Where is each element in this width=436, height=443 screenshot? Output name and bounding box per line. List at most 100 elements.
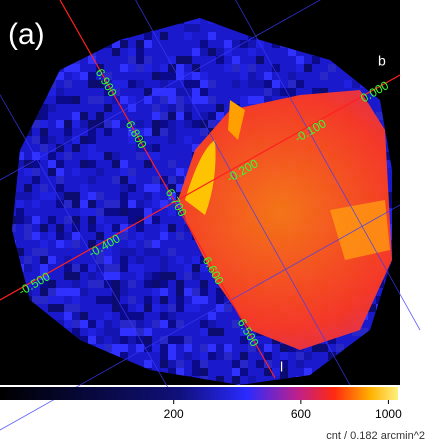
- pixel: [56, 160, 64, 168]
- pixel: [128, 96, 136, 104]
- pixel: [72, 72, 80, 80]
- pixel: [200, 296, 208, 304]
- pixel: [224, 64, 232, 72]
- pixel: [88, 144, 96, 152]
- pixel: [112, 48, 120, 56]
- pixel: [200, 48, 208, 56]
- pixel: [64, 304, 72, 312]
- pixel: [96, 248, 104, 256]
- pixel: [72, 304, 80, 312]
- pixel: [80, 72, 88, 80]
- pixel: [160, 320, 168, 328]
- pixel: [24, 232, 32, 240]
- pixel: [384, 160, 392, 168]
- pixel: [24, 216, 32, 224]
- pixel: [240, 96, 248, 104]
- pixel: [152, 120, 160, 128]
- pixel: [72, 112, 80, 120]
- pixel: [64, 288, 72, 296]
- pixel: [96, 336, 104, 344]
- pixel: [56, 288, 64, 296]
- pixel: [64, 136, 72, 144]
- pixel: [280, 360, 288, 368]
- pixel: [136, 224, 144, 232]
- pixel: [40, 256, 48, 264]
- pixel: [136, 144, 144, 152]
- pixel: [96, 80, 104, 88]
- pixel: [176, 280, 184, 288]
- pixel: [152, 216, 160, 224]
- pixel: [88, 128, 96, 136]
- pixel: [192, 88, 200, 96]
- pixel: [72, 328, 80, 336]
- pixel: [320, 344, 328, 352]
- pixel: [48, 192, 56, 200]
- pixel: [56, 88, 64, 96]
- pixel: [104, 232, 112, 240]
- pixel: [264, 80, 272, 88]
- pixel: [144, 280, 152, 288]
- pixel: [168, 312, 176, 320]
- pixel: [120, 208, 128, 216]
- pixel: [184, 32, 192, 40]
- pixel: [48, 104, 56, 112]
- pixel: [128, 104, 136, 112]
- pixel: [40, 184, 48, 192]
- pixel: [144, 216, 152, 224]
- pixel: [80, 208, 88, 216]
- pixel: [184, 24, 192, 32]
- pixel: [184, 72, 192, 80]
- pixel: [288, 88, 296, 96]
- pixel: [112, 152, 120, 160]
- pixel: [216, 112, 224, 120]
- pixel: [128, 200, 136, 208]
- pixel: [24, 168, 32, 176]
- pixel: [16, 248, 24, 256]
- pixel: [96, 280, 104, 288]
- pixel: [200, 112, 208, 120]
- pixel: [40, 288, 48, 296]
- pixel: [80, 184, 88, 192]
- pixel: [208, 80, 216, 88]
- pixel: [112, 344, 120, 352]
- pixel: [192, 24, 200, 32]
- pixel: [176, 320, 184, 328]
- pixel: [232, 360, 240, 368]
- pixel: [32, 176, 40, 184]
- pixel: [136, 128, 144, 136]
- pixel: [56, 200, 64, 208]
- pixel: [256, 80, 264, 88]
- pixel: [128, 136, 136, 144]
- pixel: [152, 288, 160, 296]
- pixel: [144, 296, 152, 304]
- pixel: [88, 120, 96, 128]
- pixel: [24, 256, 32, 264]
- pixel: [216, 344, 224, 352]
- pixel: [56, 144, 64, 152]
- pixel: [48, 88, 56, 96]
- pixel: [96, 96, 104, 104]
- pixel: [88, 56, 96, 64]
- pixel: [120, 304, 128, 312]
- pixel: [104, 224, 112, 232]
- pixel: [64, 192, 72, 200]
- pixel: [128, 312, 136, 320]
- pixel: [200, 88, 208, 96]
- pixel: [160, 312, 168, 320]
- pixel: [72, 168, 80, 176]
- pixel: [56, 232, 64, 240]
- pixel: [240, 328, 248, 336]
- pixel: [64, 64, 72, 72]
- pixel: [256, 344, 264, 352]
- pixel: [48, 304, 56, 312]
- pixel: [12, 224, 16, 232]
- pixel: [168, 248, 176, 256]
- pixel: [136, 120, 144, 128]
- pixel: [64, 320, 72, 328]
- pixel: [56, 176, 64, 184]
- pixel: [184, 88, 192, 96]
- pixel: [112, 328, 120, 336]
- pixel: [240, 40, 248, 48]
